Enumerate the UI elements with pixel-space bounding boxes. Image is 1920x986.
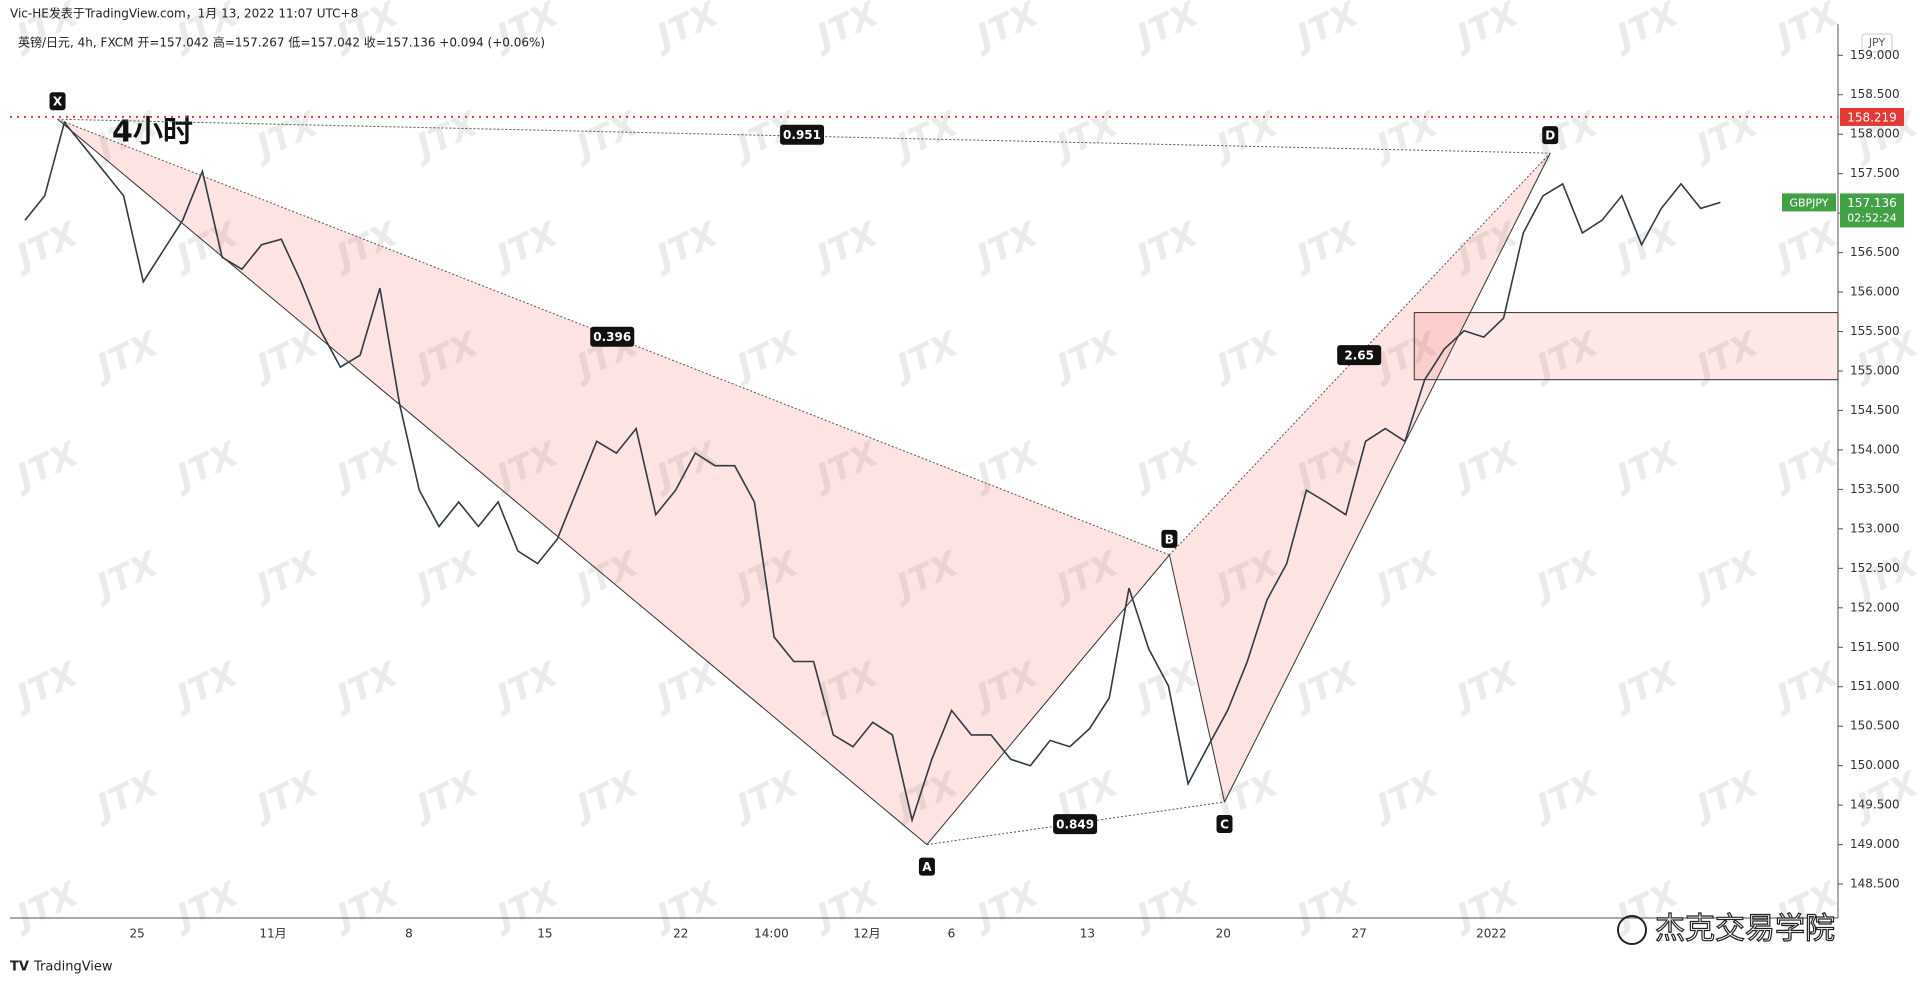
y-tick-label: 149.500: [1850, 798, 1900, 812]
ratio-box: [1337, 345, 1382, 366]
x-tick-label: 13: [1080, 927, 1095, 941]
x-tick-label: 2022: [1476, 927, 1507, 941]
y-tick-label: 155.500: [1850, 324, 1900, 338]
point-box: [1216, 814, 1233, 833]
y-tick-label: 156.000: [1850, 285, 1900, 299]
ratio-label: 2.65: [1344, 349, 1374, 363]
price-label: 157.136: [1847, 196, 1897, 210]
point-box: [1161, 529, 1178, 548]
y-tick-label: 150.000: [1850, 758, 1900, 772]
y-tick-label: 158.500: [1850, 87, 1900, 101]
price-tag: [1840, 193, 1904, 228]
x-tick-label: 22: [673, 927, 688, 941]
credit-logo: [1617, 915, 1647, 945]
countdown: 02:52:24: [1847, 211, 1896, 224]
legend: 英镑/日元, 4h, FXCM 开=157.042 高=157.267 低=15…: [18, 35, 545, 50]
currency: JPY: [1868, 36, 1886, 49]
pattern-area: [57, 119, 1170, 845]
y-tick-label: 155.000: [1850, 364, 1900, 378]
x-tick-label: 27: [1352, 927, 1367, 941]
x-tick-label: 25: [130, 927, 145, 941]
x-tick-label: 15: [537, 927, 552, 941]
ratio-label: 0.951: [783, 128, 821, 142]
ratio-box: [590, 326, 635, 347]
credit: 杰克交易学院: [1655, 912, 1835, 947]
pattern-leg: [57, 118, 1551, 154]
pattern-leg: [926, 554, 1170, 845]
brand-name: TradingView: [33, 960, 113, 975]
x-tick-label: 6: [948, 927, 956, 941]
price-line: [24, 120, 1721, 824]
alert-label: 158.219: [1847, 110, 1897, 124]
y-tick-label: 154.000: [1850, 442, 1900, 456]
brand: 𝗧𝗩: [10, 960, 29, 975]
currency-box: [1861, 33, 1893, 53]
pattern-area: [1169, 153, 1551, 802]
x-tick-label: 8: [405, 927, 413, 941]
y-tick-label: 151.000: [1850, 679, 1900, 693]
point-label: B: [1165, 532, 1174, 546]
symbol-label: GBPJPY: [1789, 196, 1828, 209]
alert-tag: [1840, 107, 1904, 126]
point-label: X: [53, 95, 63, 109]
byline: Vic-HE发表于TradingView.com，1月 13, 2022 11:…: [10, 6, 358, 21]
point-label: D: [1545, 129, 1555, 143]
point-box: [49, 92, 66, 111]
y-tick-label: 150.500: [1850, 719, 1900, 733]
y-tick-label: 152.500: [1850, 561, 1900, 575]
x-tick-label: 11月: [259, 927, 286, 941]
symbol-tag: [1782, 193, 1836, 212]
x-tick-label: 12月: [853, 927, 880, 941]
zone: [1413, 312, 1839, 381]
x-tick-label: 14:00: [754, 927, 789, 941]
y-tick-label: 158.000: [1850, 127, 1900, 141]
ratio-box: [1053, 814, 1098, 835]
pattern-leg: [1224, 152, 1551, 803]
y-tick-label: 153.500: [1850, 482, 1900, 496]
pattern-leg: [1168, 554, 1225, 803]
pattern-leg: [57, 118, 928, 845]
chart-title: 4小时: [112, 115, 193, 150]
y-tick-label: 159.000: [1850, 48, 1900, 62]
y-tick-label: 152.000: [1850, 600, 1900, 614]
ratio-label: 0.396: [593, 330, 631, 344]
point-box: [1542, 126, 1559, 145]
point-box: [918, 857, 935, 876]
y-tick-label: 156.500: [1850, 245, 1900, 259]
ratio-box: [780, 124, 825, 145]
x-tick-label: 20: [1216, 927, 1231, 941]
point-label: C: [1220, 817, 1229, 831]
point-label: A: [922, 860, 932, 874]
ratio-label: 0.849: [1056, 818, 1094, 832]
y-tick-label: 153.000: [1850, 521, 1900, 535]
y-tick-label: 157.500: [1850, 166, 1900, 180]
y-tick-label: 154.500: [1850, 403, 1900, 417]
y-tick-label: 148.500: [1850, 877, 1900, 891]
y-tick-label: 149.000: [1850, 837, 1900, 851]
y-tick-label: 151.500: [1850, 640, 1900, 654]
